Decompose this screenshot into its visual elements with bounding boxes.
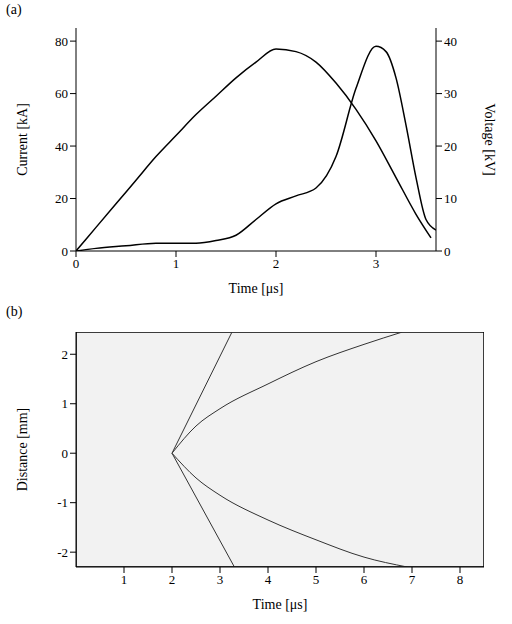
svg-text:40: 40 bbox=[55, 139, 68, 154]
svg-text:60: 60 bbox=[55, 86, 68, 101]
svg-text:1: 1 bbox=[121, 572, 128, 587]
svg-text:Distance [mm]: Distance [mm] bbox=[15, 408, 30, 492]
svg-text:0: 0 bbox=[73, 256, 80, 271]
svg-text:10: 10 bbox=[444, 191, 457, 206]
svg-text:Voltage [kV]: Voltage [kV] bbox=[482, 103, 497, 175]
svg-text:6: 6 bbox=[361, 572, 368, 587]
svg-text:30: 30 bbox=[444, 86, 457, 101]
svg-text:Time [μs]: Time [μs] bbox=[253, 597, 308, 612]
svg-text:3: 3 bbox=[373, 256, 380, 271]
svg-text:2: 2 bbox=[169, 572, 176, 587]
svg-text:1: 1 bbox=[62, 396, 69, 411]
svg-text:0: 0 bbox=[444, 244, 451, 259]
svg-text:0: 0 bbox=[62, 446, 69, 461]
html-text:(b): (b) bbox=[6, 304, 23, 319]
svg-text:2: 2 bbox=[273, 256, 280, 271]
svg-text:-2: -2 bbox=[57, 545, 68, 560]
svg-text:1: 1 bbox=[173, 256, 180, 271]
svg-text:5: 5 bbox=[313, 572, 320, 587]
svg-text:40: 40 bbox=[444, 34, 457, 49]
svg-text:-1: -1 bbox=[57, 495, 68, 510]
svg-text:0: 0 bbox=[62, 244, 69, 259]
svg-text:20: 20 bbox=[444, 139, 457, 154]
svg-text:20: 20 bbox=[55, 191, 68, 206]
svg-text:80: 80 bbox=[55, 34, 68, 49]
svg-text:3: 3 bbox=[217, 572, 224, 587]
svg-text:7: 7 bbox=[409, 572, 416, 587]
svg-text:2: 2 bbox=[62, 347, 69, 362]
svg-text:Time [μs]: Time [μs] bbox=[229, 281, 284, 296]
svg-text:Current [kA]: Current [kA] bbox=[15, 103, 30, 176]
svg-text:8: 8 bbox=[457, 572, 464, 587]
svg-text:4: 4 bbox=[265, 572, 272, 587]
html-text:(a): (a) bbox=[6, 2, 22, 17]
